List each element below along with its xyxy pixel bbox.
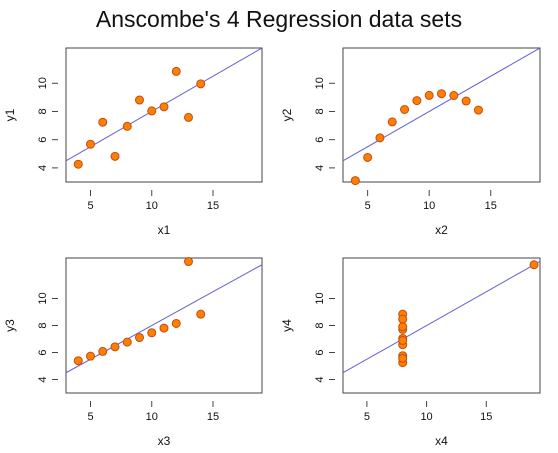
data-point	[73, 356, 83, 366]
data-point	[98, 117, 108, 127]
data-point	[398, 314, 408, 324]
y-tick-label: 8	[314, 108, 326, 114]
data-point	[86, 351, 95, 361]
y-tick-label: 10	[37, 292, 49, 304]
data-point	[529, 260, 539, 270]
x-tick-label: 5	[364, 411, 370, 423]
data-point	[398, 322, 408, 332]
data-point	[184, 112, 193, 122]
x-tick-label: 15	[207, 411, 219, 423]
y-tick-label: 4	[314, 165, 326, 171]
data-point	[98, 346, 108, 356]
data-point	[147, 328, 157, 338]
regression-line	[66, 264, 262, 374]
chart-title: Anscombe's 4 Regression data sets	[95, 6, 463, 32]
data-point	[110, 151, 120, 161]
data-point	[437, 89, 446, 99]
x-tick-label: 10	[420, 411, 432, 423]
plot-frame	[342, 257, 541, 394]
data-point	[73, 159, 83, 169]
y-tick-label: 8	[37, 108, 49, 114]
data-point	[171, 318, 181, 328]
data-point	[375, 133, 385, 143]
data-point	[196, 309, 206, 319]
x-tick-label: 5	[87, 200, 93, 212]
data-point	[159, 323, 169, 333]
y-axis-label: y1	[3, 108, 17, 121]
x-tick-label: 15	[485, 200, 497, 212]
data-point	[412, 96, 422, 106]
x-axis-label: x2	[435, 223, 448, 237]
data-point	[122, 337, 132, 347]
y-tick-label: 6	[314, 349, 326, 355]
y-tick-label: 6	[314, 137, 326, 143]
data-point	[135, 95, 144, 105]
data-point	[350, 176, 360, 186]
y-tick-label: 6	[37, 349, 49, 355]
y-tick-label: 4	[314, 376, 326, 382]
y-tick-label: 4	[37, 376, 49, 382]
y-axis-label: y4	[280, 319, 294, 332]
data-point	[449, 91, 459, 101]
x-axis-label: x1	[158, 223, 171, 237]
y-tick-label: 10	[314, 77, 326, 89]
data-point	[159, 102, 169, 112]
data-point	[196, 79, 206, 89]
y-tick-label: 4	[37, 165, 49, 171]
data-point	[184, 257, 193, 267]
data-point	[473, 105, 483, 115]
y-axis-label: y2	[280, 108, 294, 121]
data-point	[110, 342, 120, 352]
x-axis-label: x4	[435, 434, 448, 448]
plot-frame	[65, 257, 263, 394]
data-point	[398, 353, 408, 363]
plot-frame	[65, 47, 263, 183]
data-point	[424, 90, 434, 100]
x-tick-label: 10	[423, 200, 435, 212]
y-tick-label: 10	[37, 77, 49, 89]
data-point	[387, 117, 397, 127]
y-axis-label: y3	[3, 319, 17, 332]
plot-frame	[342, 47, 541, 183]
data-point	[400, 104, 410, 114]
data-point	[398, 335, 408, 345]
x-tick-label: 5	[365, 200, 371, 212]
data-point	[135, 333, 144, 343]
regression-line	[343, 260, 540, 374]
data-point	[171, 66, 181, 76]
data-point	[461, 96, 471, 106]
x-tick-label: 5	[87, 411, 93, 423]
y-tick-label: 8	[37, 322, 49, 328]
data-point	[147, 106, 157, 116]
x-axis-label: x3	[158, 434, 171, 448]
data-point	[122, 121, 132, 131]
y-tick-label: 8	[314, 322, 326, 328]
x-tick-label: 15	[207, 200, 219, 212]
x-tick-label: 15	[480, 411, 492, 423]
regression-line	[343, 48, 540, 162]
y-tick-label: 6	[37, 137, 49, 143]
y-tick-label: 10	[314, 292, 326, 304]
data-point	[86, 139, 95, 149]
data-point	[363, 152, 373, 162]
x-tick-label: 10	[146, 411, 158, 423]
x-tick-label: 10	[146, 200, 158, 212]
